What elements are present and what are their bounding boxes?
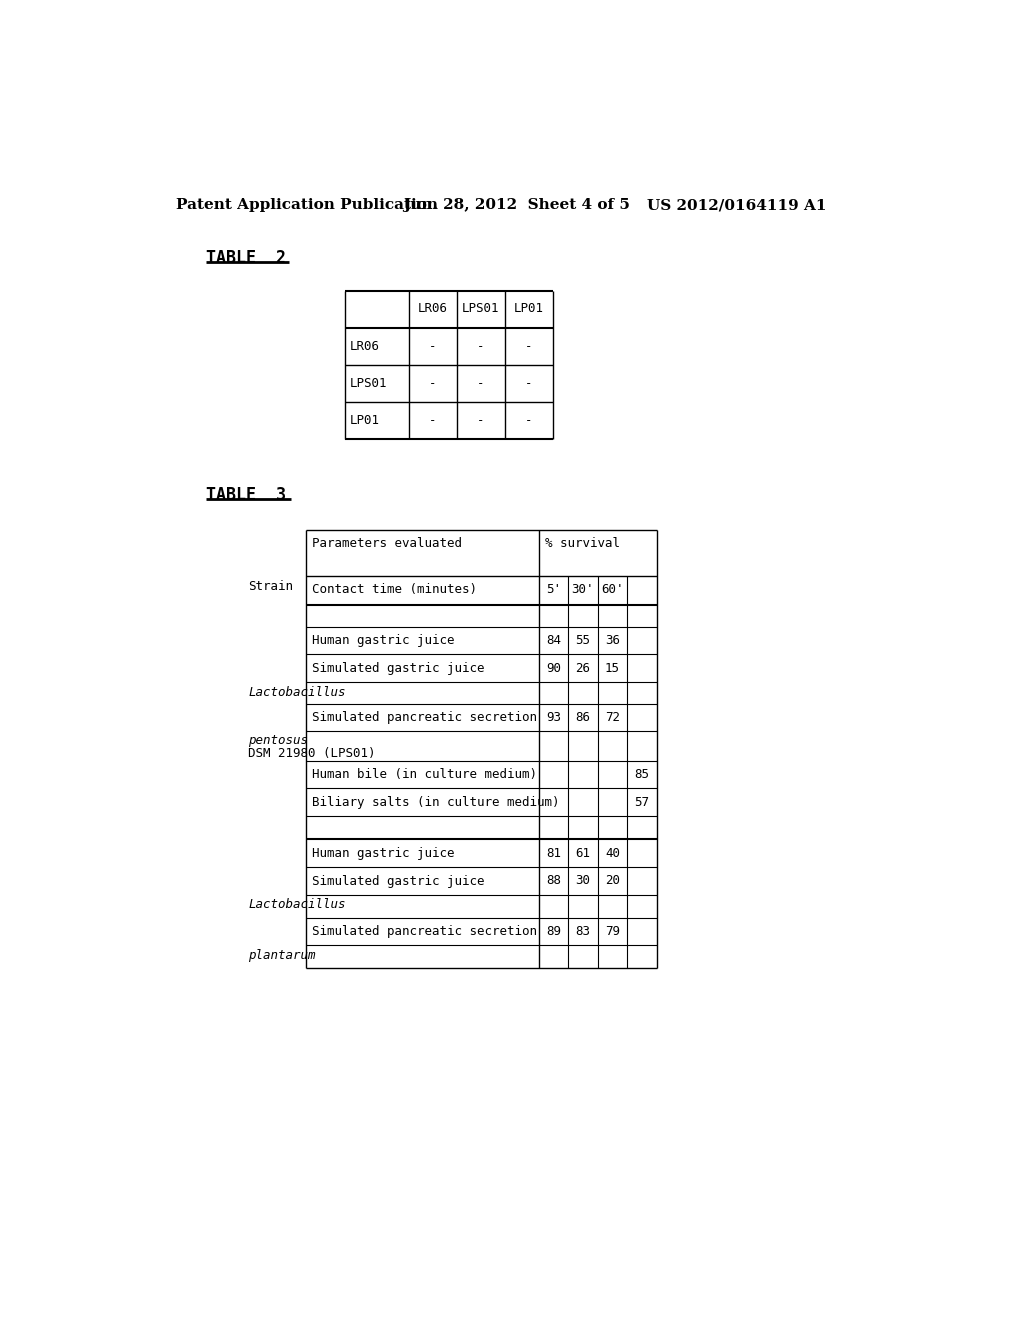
Text: % survival: % survival bbox=[545, 537, 620, 550]
Text: LPS01: LPS01 bbox=[349, 378, 387, 391]
Text: 57: 57 bbox=[634, 796, 649, 809]
Text: 84: 84 bbox=[546, 635, 561, 647]
Text: Lactobacillus: Lactobacillus bbox=[248, 686, 346, 698]
Text: -: - bbox=[477, 378, 484, 391]
Text: Contact time (minutes): Contact time (minutes) bbox=[312, 583, 477, 597]
Text: LPS01: LPS01 bbox=[462, 302, 500, 314]
Text: -: - bbox=[525, 378, 532, 391]
Text: pentosus: pentosus bbox=[248, 734, 308, 747]
Text: Lactobacillus: Lactobacillus bbox=[248, 899, 346, 911]
Text: LR06: LR06 bbox=[349, 341, 380, 354]
Text: 81: 81 bbox=[546, 847, 561, 859]
Text: 89: 89 bbox=[546, 925, 561, 939]
Text: 60': 60' bbox=[601, 583, 624, 597]
Text: LP01: LP01 bbox=[349, 414, 380, 428]
Text: -: - bbox=[477, 414, 484, 428]
Text: 40: 40 bbox=[605, 847, 620, 859]
Text: Human gastric juice: Human gastric juice bbox=[312, 635, 455, 647]
Text: LP01: LP01 bbox=[514, 302, 544, 314]
Text: 85: 85 bbox=[634, 768, 649, 781]
Text: 90: 90 bbox=[546, 663, 561, 675]
Text: Human gastric juice: Human gastric juice bbox=[312, 847, 455, 859]
Text: Strain: Strain bbox=[248, 579, 293, 593]
Text: Patent Application Publication: Patent Application Publication bbox=[176, 198, 438, 213]
Text: -: - bbox=[429, 378, 436, 391]
Text: -: - bbox=[525, 341, 532, 354]
Text: -: - bbox=[429, 414, 436, 428]
Text: 5': 5' bbox=[546, 583, 561, 597]
Text: Biliary salts (in culture medium): Biliary salts (in culture medium) bbox=[312, 796, 560, 809]
Text: 86: 86 bbox=[575, 711, 591, 725]
Text: -: - bbox=[429, 341, 436, 354]
Text: plantarum: plantarum bbox=[248, 949, 315, 962]
Text: LR06: LR06 bbox=[418, 302, 447, 314]
Text: 20: 20 bbox=[605, 874, 620, 887]
Text: 55: 55 bbox=[575, 635, 591, 647]
Text: 30': 30' bbox=[571, 583, 594, 597]
Text: Simulated pancreatic secretion: Simulated pancreatic secretion bbox=[312, 925, 538, 939]
Text: 15: 15 bbox=[605, 663, 620, 675]
Text: TABLE  2: TABLE 2 bbox=[206, 249, 286, 267]
Text: Parameters evaluated: Parameters evaluated bbox=[312, 537, 463, 550]
Text: -: - bbox=[477, 341, 484, 354]
Text: US 2012/0164119 A1: US 2012/0164119 A1 bbox=[647, 198, 826, 213]
Text: 36: 36 bbox=[605, 635, 620, 647]
Text: 93: 93 bbox=[546, 711, 561, 725]
Text: 72: 72 bbox=[605, 711, 620, 725]
Text: Simulated gastric juice: Simulated gastric juice bbox=[312, 663, 485, 675]
Text: 79: 79 bbox=[605, 925, 620, 939]
Text: Human bile (in culture medium): Human bile (in culture medium) bbox=[312, 768, 538, 781]
Text: 30: 30 bbox=[575, 874, 591, 887]
Text: -: - bbox=[525, 414, 532, 428]
Text: Simulated pancreatic secretion: Simulated pancreatic secretion bbox=[312, 711, 538, 725]
Text: 83: 83 bbox=[575, 925, 591, 939]
Text: 26: 26 bbox=[575, 663, 591, 675]
Text: Jun. 28, 2012  Sheet 4 of 5: Jun. 28, 2012 Sheet 4 of 5 bbox=[403, 198, 630, 213]
Text: TABLE  3: TABLE 3 bbox=[206, 486, 286, 504]
Text: 88: 88 bbox=[546, 874, 561, 887]
Text: 61: 61 bbox=[575, 847, 591, 859]
Text: DSM 21980 (LPS01): DSM 21980 (LPS01) bbox=[248, 747, 376, 760]
Text: Simulated gastric juice: Simulated gastric juice bbox=[312, 874, 485, 887]
